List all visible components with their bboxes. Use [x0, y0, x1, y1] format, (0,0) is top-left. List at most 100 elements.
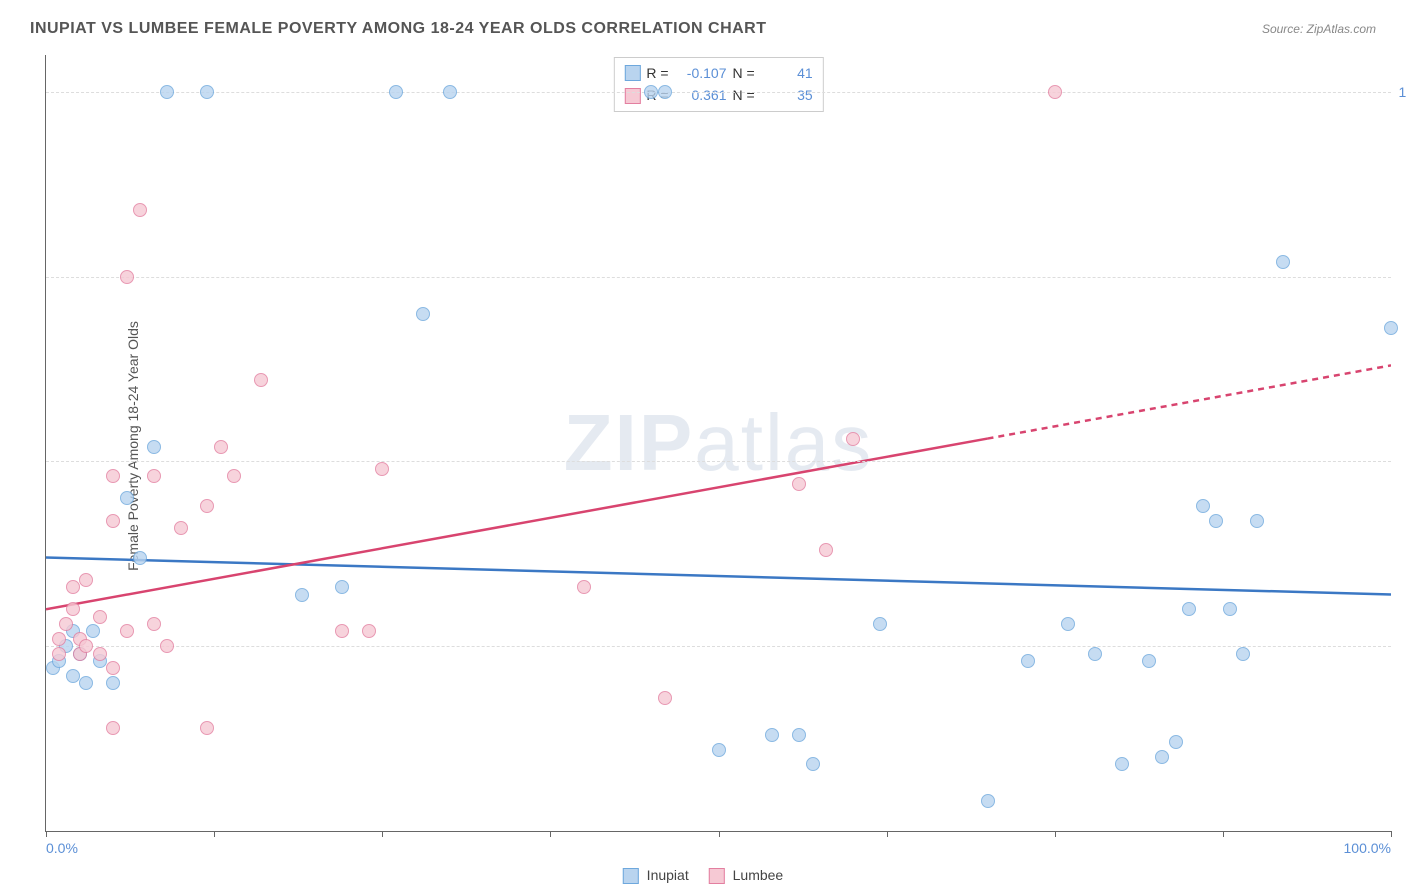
lumbee-r-value: 0.361 [675, 84, 727, 106]
data-point [160, 85, 174, 99]
gridline [46, 461, 1391, 462]
data-point [160, 639, 174, 653]
x-tick [214, 831, 215, 837]
data-point [106, 721, 120, 735]
data-point [254, 373, 268, 387]
x-tick [1223, 831, 1224, 837]
data-point [52, 647, 66, 661]
data-point [1142, 654, 1156, 668]
data-point [658, 691, 672, 705]
legend-item-lumbee: Lumbee [709, 867, 783, 884]
data-point [52, 632, 66, 646]
data-point [147, 617, 161, 631]
data-point [362, 624, 376, 638]
data-point [120, 270, 134, 284]
data-point [443, 85, 457, 99]
data-point [147, 469, 161, 483]
data-point [792, 728, 806, 742]
data-point [106, 514, 120, 528]
data-point [106, 661, 120, 675]
inupiat-swatch [624, 65, 640, 81]
data-point [295, 588, 309, 602]
inupiat-legend-swatch [623, 868, 639, 884]
data-point [375, 462, 389, 476]
data-point [577, 580, 591, 594]
data-point [147, 440, 161, 454]
correlation-stats-box: R = -0.107 N = 41 R = 0.361 N = 35 [613, 57, 823, 112]
data-point [1155, 750, 1169, 764]
data-point [1384, 321, 1398, 335]
x-tick [46, 831, 47, 837]
lumbee-legend-swatch [709, 868, 725, 884]
data-point [59, 617, 73, 631]
data-point [1048, 85, 1062, 99]
data-point [712, 743, 726, 757]
data-point [133, 551, 147, 565]
data-point [227, 469, 241, 483]
data-point [66, 580, 80, 594]
data-point [1236, 647, 1250, 661]
lumbee-swatch [624, 88, 640, 104]
data-point [335, 580, 349, 594]
inupiat-n-value: 41 [761, 62, 813, 84]
inupiat-r-value: -0.107 [675, 62, 727, 84]
data-point [416, 307, 430, 321]
data-point [1169, 735, 1183, 749]
data-point [106, 469, 120, 483]
data-point [1223, 602, 1237, 616]
n-label: N = [733, 62, 755, 84]
data-point [200, 499, 214, 513]
trend-lines-svg [46, 55, 1391, 831]
data-point [644, 85, 658, 99]
x-tick [887, 831, 888, 837]
n-label: N = [733, 84, 755, 106]
data-point [1196, 499, 1210, 513]
data-point [819, 543, 833, 557]
data-point [1209, 514, 1223, 528]
data-point [93, 610, 107, 624]
x-tick [719, 831, 720, 837]
data-point [66, 602, 80, 616]
data-point [79, 676, 93, 690]
data-point [1061, 617, 1075, 631]
data-point [214, 440, 228, 454]
data-point [389, 85, 403, 99]
data-point [133, 203, 147, 217]
data-point [120, 491, 134, 505]
chart-area: ZIPatlas R = -0.107 N = 41 R = 0.361 N =… [45, 55, 1391, 832]
x-tick-label: 100.0% [1344, 840, 1391, 856]
data-point [86, 624, 100, 638]
data-point [806, 757, 820, 771]
data-point [120, 624, 134, 638]
data-point [79, 639, 93, 653]
data-point [1088, 647, 1102, 661]
data-point [335, 624, 349, 638]
data-point [765, 728, 779, 742]
gridline [46, 277, 1391, 278]
lumbee-legend-label: Lumbee [733, 867, 784, 883]
gridline [46, 92, 1391, 93]
x-tick [550, 831, 551, 837]
data-point [93, 647, 107, 661]
chart-title: INUPIAT VS LUMBEE FEMALE POVERTY AMONG 1… [30, 20, 767, 38]
data-point [1250, 514, 1264, 528]
bottom-legend: Inupiat Lumbee [623, 867, 783, 884]
data-point [200, 85, 214, 99]
gridline [46, 646, 1391, 647]
data-point [1182, 602, 1196, 616]
data-point [79, 573, 93, 587]
legend-item-inupiat: Inupiat [623, 867, 689, 884]
y-tick-label: 100.0% [1399, 84, 1406, 100]
stats-row-inupiat: R = -0.107 N = 41 [624, 62, 812, 84]
data-point [873, 617, 887, 631]
r-label: R = [646, 62, 668, 84]
data-point [174, 521, 188, 535]
data-point [200, 721, 214, 735]
x-tick [1055, 831, 1056, 837]
x-tick [382, 831, 383, 837]
data-point [1276, 255, 1290, 269]
data-point [66, 669, 80, 683]
data-point [792, 477, 806, 491]
data-point [1021, 654, 1035, 668]
data-point [658, 85, 672, 99]
